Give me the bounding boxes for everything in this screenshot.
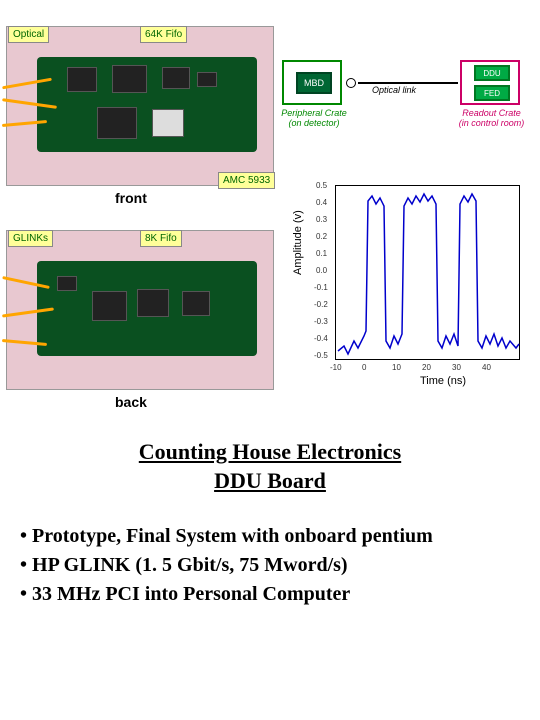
ytick: -0.3	[314, 317, 328, 326]
bullet-item: Prototype, Final System with onboard pen…	[20, 523, 520, 550]
label-8k-fifo: 8K Fifo	[140, 230, 182, 247]
xtick: -10	[330, 363, 342, 372]
pcb-front	[37, 57, 257, 152]
bullet-list: Prototype, Final System with onboard pen…	[20, 523, 520, 608]
board-front-photo	[6, 26, 274, 186]
board-back-photo	[6, 230, 274, 390]
chip	[137, 289, 169, 317]
xtick: 20	[422, 363, 431, 372]
chip	[162, 67, 190, 89]
ytick: 0.1	[316, 249, 327, 258]
waveform-svg	[336, 186, 521, 361]
bullet-item: 33 MHz PCI into Personal Computer	[20, 581, 520, 608]
y-axis-label: Amplitude (v)	[292, 210, 304, 275]
bullet-item: HP GLINK (1. 5 Gbit/s, 75 Mword/s)	[20, 552, 520, 579]
back-caption: back	[115, 394, 147, 410]
peripheral-label: Peripheral Crate (on detector)	[274, 108, 354, 128]
optical-link-label: Optical link	[372, 85, 416, 95]
chip	[92, 291, 127, 321]
xtick: 30	[452, 363, 461, 372]
readout-label: Readout Crate (in control room)	[454, 108, 529, 128]
xtick: 40	[482, 363, 491, 372]
chip	[57, 276, 77, 291]
ytick: -0.5	[314, 351, 328, 360]
label-glinks: GLINKs	[8, 230, 53, 247]
chart-plot-area	[335, 185, 520, 360]
chip	[197, 72, 217, 87]
label-optical: Optical	[8, 26, 49, 43]
ytick: 0.2	[316, 232, 327, 241]
front-caption: front	[115, 190, 147, 206]
connector-icon	[346, 78, 356, 88]
label-64k-fifo: 64K Fifo	[140, 26, 187, 43]
chip	[152, 109, 184, 137]
waveform-path	[338, 194, 519, 354]
figure-area: front back Optical 64K Fifo AMC 5933 GLI…	[0, 0, 540, 420]
ytick: 0.0	[316, 266, 327, 275]
ytick: 0.3	[316, 215, 327, 224]
slide-title: Counting House Electronics DDU Board	[0, 438, 540, 495]
ytick: -0.4	[314, 334, 328, 343]
peripheral-crate-box: MBD	[282, 60, 342, 105]
x-axis-label: Time (ns)	[420, 375, 466, 387]
pcb-back	[37, 261, 257, 356]
label-amc: AMC 5933	[218, 172, 275, 189]
title-line-1: Counting House Electronics	[0, 438, 540, 467]
amplitude-chart: Amplitude (v) Time (ns) 0.5 0.4 0.3 0.2 …	[300, 175, 530, 405]
fed-box: FED	[474, 85, 510, 101]
ytick: -0.2	[314, 300, 328, 309]
ytick: 0.4	[316, 198, 327, 207]
link-diagram: MBD Optical link DDU FED Peripheral Crat…	[282, 60, 532, 150]
xtick: 10	[392, 363, 401, 372]
chip	[97, 107, 137, 139]
chip	[67, 67, 97, 92]
ddu-box: DDU	[474, 65, 510, 81]
ytick: 0.5	[316, 181, 327, 190]
chip	[182, 291, 210, 316]
readout-crate-box: DDU FED	[460, 60, 520, 105]
chip	[112, 65, 147, 93]
optical-link-line	[358, 82, 458, 84]
xtick: 0	[362, 363, 366, 372]
title-line-2: DDU Board	[0, 467, 540, 496]
mbd-box: MBD	[296, 72, 332, 94]
ytick: -0.1	[314, 283, 328, 292]
